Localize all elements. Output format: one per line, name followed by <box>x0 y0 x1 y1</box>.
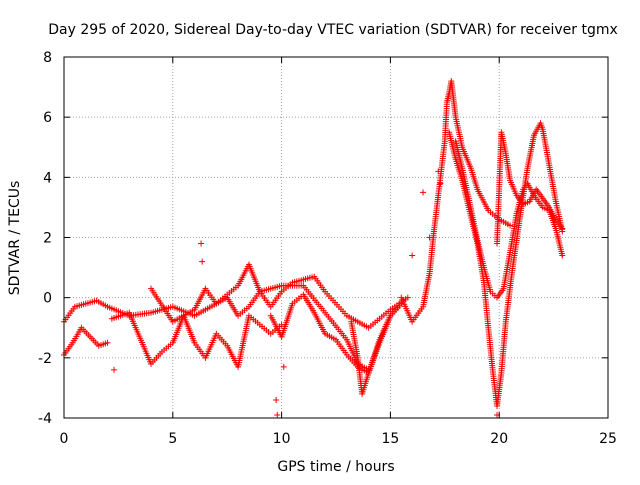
y-tick-labels: -4 -2 0 2 4 6 8 <box>38 50 52 427</box>
data-point-track-i <box>559 252 566 259</box>
data-point-track-g <box>507 222 514 229</box>
x-tick-labels: 0 5 10 15 20 25 <box>60 431 617 447</box>
data-point-track-j <box>559 225 566 232</box>
y-tick-label: -4 <box>38 411 52 427</box>
data-point-outlier <box>274 411 281 418</box>
x-axis-title: GPS time / hours <box>277 459 394 475</box>
x-tick-label: 15 <box>381 431 399 447</box>
data-point-outlier <box>198 240 205 247</box>
x-tick-label: 0 <box>60 431 69 447</box>
data-point-outlier <box>420 189 427 196</box>
data-points <box>61 78 566 418</box>
data-point-outlier <box>280 363 287 370</box>
x-tick-label: 5 <box>168 431 177 447</box>
axis-ticks <box>63 56 609 419</box>
chart-title: Day 295 of 2020, Sidereal Day-to-day VTE… <box>48 22 618 38</box>
y-tick-label: 4 <box>43 170 52 186</box>
data-point-track-b <box>104 339 111 346</box>
x-tick-label: 10 <box>273 431 291 447</box>
data-point-outlier <box>437 180 444 187</box>
grid-lines <box>64 57 608 418</box>
y-axis-title: SDTVAR / TECUs <box>7 181 23 296</box>
y-tick-label: 6 <box>43 110 52 126</box>
y-tick-label: 8 <box>43 50 52 66</box>
data-point-outlier <box>409 252 416 259</box>
data-point-track-a <box>404 294 411 301</box>
data-point-outlier <box>199 258 206 265</box>
y-tick-label: 0 <box>43 291 52 307</box>
y-tick-label: 2 <box>43 231 52 247</box>
data-point-outlier <box>273 396 280 403</box>
data-point-outlier <box>111 366 118 373</box>
data-point-outlier <box>435 168 442 175</box>
data-point-outlier <box>426 234 433 241</box>
y-tick-label: -2 <box>38 351 52 367</box>
x-tick-label: 25 <box>599 431 617 447</box>
x-tick-label: 20 <box>490 431 508 447</box>
